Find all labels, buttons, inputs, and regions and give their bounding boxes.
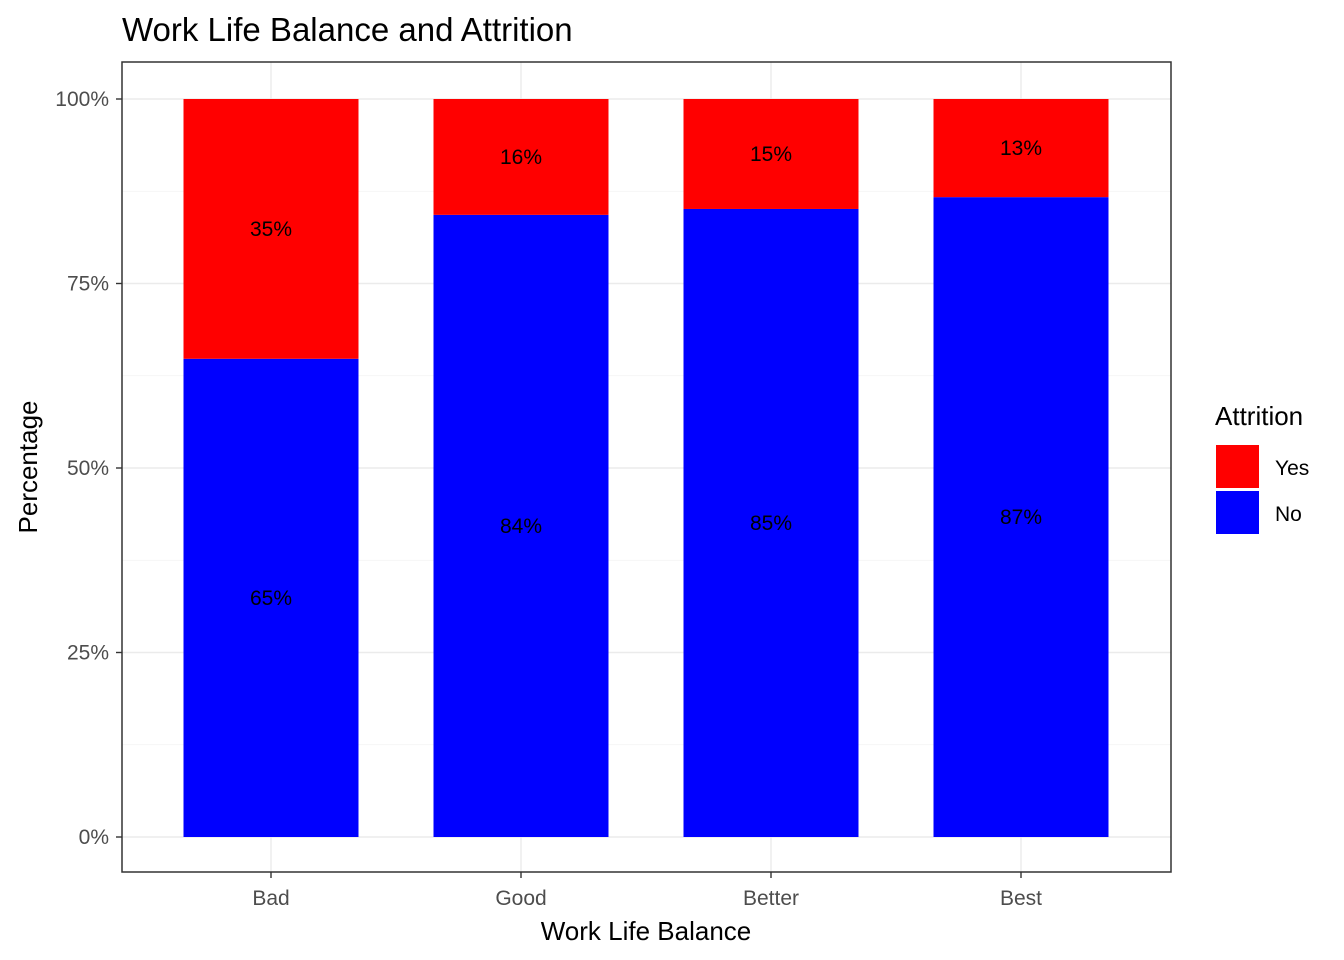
x-tick-label: Best [1000,887,1042,910]
chart-title: Work Life Balance and Attrition [122,11,573,48]
bars [183,99,1109,838]
x-tick-label: Good [495,887,546,910]
legend-key-no [1216,491,1259,534]
legend-key-yes [1216,445,1259,488]
data-label: 87% [1000,506,1042,529]
y-tick-label: 0% [79,826,109,849]
y-tick-label: 25% [67,642,109,665]
y-tick-label: 100% [55,88,109,111]
data-label: 15% [750,143,792,166]
legend-label-yes: Yes [1275,457,1309,480]
bar-better-yes [683,99,859,209]
y-tick-label: 50% [67,457,109,480]
bar-bad-yes [183,99,359,359]
x-tick-label: Bad [252,887,289,910]
legend: Attrition Yes No [1215,401,1309,534]
bar-best-yes [933,99,1109,198]
data-label: 35% [250,218,292,241]
legend-title: Attrition [1215,401,1303,431]
data-label: 13% [1000,137,1042,160]
bar-good-no [433,214,609,838]
legend-label-no: No [1275,503,1302,526]
x-axis: Bad Good Better Best [252,872,1042,910]
y-axis-title: Percentage [13,401,43,534]
x-tick-label: Better [743,887,799,910]
y-axis: 0% 25% 50% 75% 100% [55,88,122,849]
data-label: 85% [750,512,792,535]
bar-better-no [683,208,859,837]
x-axis-title: Work Life Balance [541,916,752,946]
bar-bad-no [183,358,359,837]
plot-panel-border [121,61,1172,873]
data-label: 65% [250,587,292,610]
bar-best-no [933,197,1109,838]
data-labels: 65% 35% 84% 16% 85% 15% 87% 13% [250,137,1042,610]
bar-good-yes [433,99,609,215]
y-tick-label: 75% [67,273,109,296]
data-label: 84% [500,515,542,538]
data-label: 16% [500,146,542,169]
